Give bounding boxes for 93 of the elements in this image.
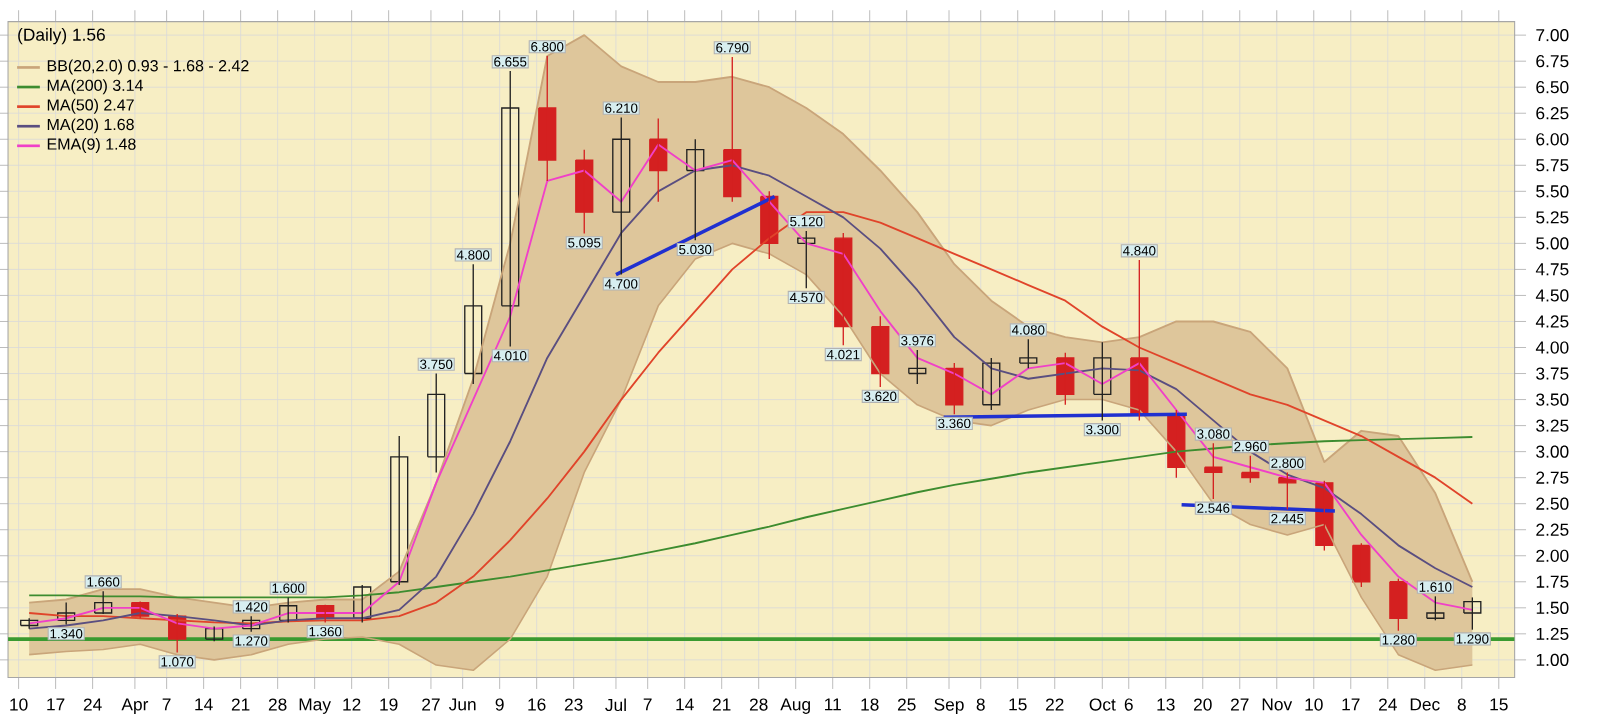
y-tick-label: 5.50 — [1536, 184, 1569, 198]
x-tick-label: Nov — [1262, 697, 1293, 711]
candlestick — [612, 116, 631, 275]
x-tick-label: 24 — [1379, 697, 1397, 711]
x-tick-label: 14 — [195, 697, 213, 710]
x-tick-label: 17 — [47, 697, 65, 710]
x-tick-label: 25 — [897, 697, 916, 711]
candlestick — [908, 348, 927, 385]
x-tick-label: 7 — [162, 697, 171, 710]
y-tick-label: 3.00 — [1536, 445, 1569, 458]
x-tick-label: 10 — [10, 697, 28, 711]
y-tick-label: 5.00 — [1536, 236, 1569, 250]
chart-title: (Daily) 1.56 — [18, 27, 105, 44]
x-tick-label: 15 — [1009, 697, 1027, 711]
x-tick-label: 27 — [422, 697, 440, 711]
candlestick — [1463, 596, 1482, 630]
y-tick-label: 5.75 — [1536, 158, 1569, 171]
y-tick-label: 3.50 — [1536, 393, 1569, 406]
x-tick-label: 10 — [1305, 697, 1323, 711]
candlestick — [1352, 542, 1371, 588]
legend-label: BB(20,2.0) 0.93 - 1.68 - 2.42 — [47, 59, 249, 75]
candlestick — [1426, 595, 1445, 621]
y-tick-label: 4.75 — [1535, 262, 1569, 276]
y-tick-label: 6.25 — [1536, 106, 1569, 119]
x-tick-label: 19 — [380, 697, 398, 711]
x-tick-label: 9 — [495, 697, 504, 711]
x-tick-label: Sep — [934, 697, 964, 714]
candlestick — [464, 263, 483, 385]
x-tick-label: 8 — [1457, 697, 1466, 711]
x-tick-label: 12 — [343, 697, 361, 711]
y-tick-label: 2.00 — [1536, 549, 1569, 562]
candlestick — [390, 434, 409, 586]
x-tick-label: 15 — [1490, 697, 1508, 711]
x-tick-label: May — [299, 697, 331, 714]
x-tick-label: 20 — [1193, 697, 1212, 711]
x-tick-label: Oct — [1089, 697, 1116, 711]
x-tick-label: 13 — [1157, 697, 1175, 711]
x-tick-label: Jun — [448, 697, 476, 711]
x-tick-label: 27 — [1231, 697, 1249, 711]
x-tick-label: 17 — [1342, 697, 1360, 710]
candlestick — [871, 315, 890, 388]
candlestick — [797, 229, 816, 289]
x-tick-label: 28 — [749, 697, 768, 711]
y-tick-label: 1.00 — [1536, 653, 1569, 666]
x-tick-label: 16 — [528, 697, 546, 711]
y-tick-label: 1.50 — [1536, 601, 1569, 614]
x-tick-label: 21 — [231, 697, 250, 711]
candlestick — [575, 148, 594, 234]
candlestick — [353, 583, 372, 623]
x-tick-label: 8 — [976, 697, 985, 711]
x-tick-label: 6 — [1124, 697, 1133, 711]
y-tick-label: 4.25 — [1535, 314, 1569, 328]
y-tick-label: 4.00 — [1535, 340, 1569, 354]
candlestick — [538, 54, 557, 182]
x-tick-label: 21 — [712, 697, 731, 711]
y-tick-label: 1.25 — [1536, 627, 1569, 640]
x-tick-label: 28 — [268, 697, 287, 711]
y-tick-label: 2.25 — [1536, 523, 1569, 536]
y-tick-label: 4.50 — [1535, 288, 1569, 302]
x-tick-label: Apr — [121, 697, 149, 714]
x-tick-label: 22 — [1045, 697, 1064, 711]
y-tick-label: 2.50 — [1536, 497, 1569, 510]
candlestick — [94, 590, 113, 615]
candlestick — [57, 601, 76, 625]
y-tick-label: 1.75 — [1536, 575, 1569, 588]
y-tick-label: 6.75 — [1536, 54, 1569, 67]
x-tick-label: 18 — [861, 697, 879, 711]
y-tick-label: 3.75 — [1536, 366, 1569, 380]
x-tick-label: 7 — [643, 697, 652, 710]
x-tick-label: Aug — [780, 697, 811, 714]
x-tick-label: 14 — [676, 697, 694, 710]
y-tick-label: 7.00 — [1536, 28, 1569, 41]
candlestick — [686, 138, 705, 241]
x-tick-label: Jul — [605, 697, 626, 711]
legend-label: MA(20) 1.68 — [47, 117, 134, 133]
y-tick-label: 5.25 — [1536, 210, 1569, 224]
x-tick-label: 23 — [564, 697, 583, 711]
y-tick-label: 3.25 — [1536, 419, 1569, 432]
candlestick — [1019, 338, 1038, 369]
x-tick-label: 24 — [83, 697, 102, 711]
legend-label: MA(50) 2.47 — [47, 98, 134, 114]
x-tick-label: Dec — [1410, 697, 1440, 711]
x-tick-label: 11 — [825, 697, 841, 710]
candlestick — [1093, 341, 1112, 421]
candlestick — [501, 69, 520, 347]
legend-label: MA(200) 3.14 — [47, 78, 143, 94]
legend-label: EMA(9) 1.48 — [47, 137, 136, 153]
y-tick-label: 6.50 — [1536, 80, 1569, 93]
y-tick-label: 6.00 — [1536, 132, 1569, 145]
candlestick — [427, 372, 446, 473]
candlestick — [982, 356, 1001, 411]
candlestick — [1389, 577, 1408, 631]
y-tick-label: 2.75 — [1536, 471, 1569, 484]
